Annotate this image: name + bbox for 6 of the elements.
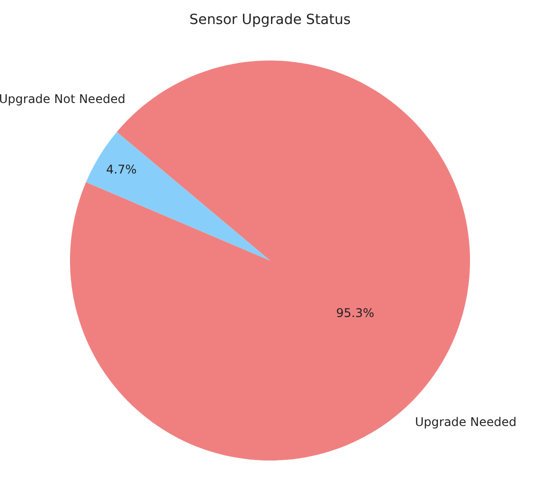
data-label: 4.7%	[106, 162, 137, 176]
data-label: 95.3%	[336, 306, 374, 320]
chart-title: Sensor Upgrade Status	[189, 12, 351, 28]
pie-slice	[86, 132, 270, 260]
slice-label: Upgrade Needed	[415, 415, 516, 429]
slice-label: Upgrade Not Needed	[0, 92, 126, 106]
